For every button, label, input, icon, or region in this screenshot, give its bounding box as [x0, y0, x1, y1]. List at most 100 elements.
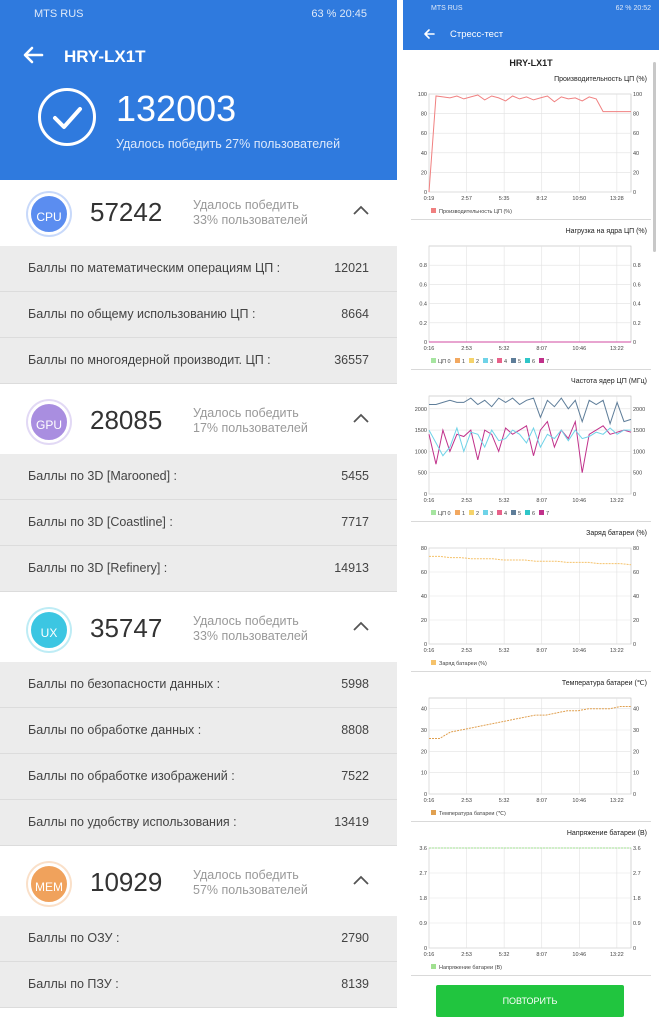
y-tick-label-right: 0: [633, 792, 636, 798]
chart-title: Производительность ЦП (%): [554, 76, 647, 83]
score-row-label: Баллы по удобству использования :: [28, 815, 237, 829]
score-row-value: 7522: [341, 769, 369, 783]
y-tick-label-right: 3.6: [633, 846, 641, 852]
legend-label: 6: [532, 511, 535, 517]
x-tick-label: 5:32: [499, 498, 510, 504]
section-header-gpu[interactable]: GPU 28085 Удалось победить 17% пользователе…: [0, 388, 397, 454]
score-row: Баллы по безопасности данных : 5998: [0, 662, 397, 708]
score-row-value: 5998: [341, 677, 369, 691]
chart-1: Производительность ЦП (%) 0 0 20 20 40 40 60 60 8…: [411, 72, 651, 220]
series-line: [428, 94, 631, 193]
series-line: [429, 397, 632, 426]
score-row-value: 8139: [341, 977, 369, 991]
legend-swatch: [511, 358, 516, 363]
x-tick-label: 8:12: [536, 196, 547, 202]
score-row-value: 14913: [334, 561, 369, 575]
x-tick-label: 2:53: [461, 798, 472, 804]
legend-label: 5: [518, 359, 521, 365]
y-tick-label-right: 80: [633, 112, 639, 118]
y-tick-label: 2000: [415, 407, 427, 413]
score-row-label: Баллы по обработке данных :: [28, 723, 202, 737]
y-tick-label: 0.6: [419, 282, 427, 288]
plot-frame: [428, 395, 632, 495]
y-tick-label: 0: [424, 492, 427, 498]
score-row: Баллы по ОЗУ : 2790: [0, 916, 397, 962]
x-tick-label: 5:32: [499, 952, 510, 958]
carrier-label: MTS RUS: [34, 8, 84, 20]
chart-svg: Производительность ЦП (%) 0 0 20 20 40 40 60 60 8…: [418, 76, 647, 215]
stress-test-title: Стресс-тест: [450, 29, 504, 40]
y-tick-label-right: 0: [633, 340, 636, 346]
y-tick-label-right: 1000: [633, 449, 645, 455]
y-tick-label: 0: [424, 340, 427, 346]
y-tick-label-right: 20: [633, 170, 639, 176]
section-header-mem[interactable]: MEM 10929 Удалось победить 57% пользователе…: [0, 850, 397, 916]
y-tick-label: 0: [424, 792, 427, 798]
legend-label: Температура батареи (℃): [439, 811, 506, 817]
chevron-up-icon[interactable]: [352, 412, 370, 424]
score-row: Баллы по обработке данных : 8808: [0, 708, 397, 754]
x-tick-label: 8:07: [536, 952, 547, 958]
score-row-label: Баллы по 3D [Refinery] :: [28, 561, 168, 575]
chevron-up-icon[interactable]: [352, 620, 370, 632]
x-tick-label: 2:53: [461, 952, 472, 958]
chevron-up-icon[interactable]: [352, 204, 370, 216]
y-tick-label: 0: [424, 946, 427, 952]
y-tick-label: 20: [421, 749, 427, 755]
repeat-button[interactable]: ПОВТОРИТЬ: [436, 985, 624, 1017]
legend-swatch: [431, 964, 436, 969]
back-arrow-icon[interactable]: [423, 28, 435, 40]
legend-label: 3: [490, 511, 493, 517]
chart-6: Напряжение батареи (В) 0 0 0.9 0.9 1.8 1.8 2.7 2…: [411, 826, 651, 976]
score-row: Баллы по математическим операциям ЦП : 12…: [0, 246, 397, 292]
y-tick-label: 1.8: [419, 896, 427, 902]
battery-clock: 62 % 20:52: [615, 5, 651, 12]
y-tick-label: 3.6: [419, 846, 427, 852]
score-row-value: 2790: [341, 931, 369, 945]
chart-title: Напряжение батареи (В): [567, 829, 647, 837]
chart-svg: Заряд батареи (%) 0 0 20 20 40 40 60 60 80 80 0:16 2…: [421, 529, 647, 667]
y-tick-label-right: 0.9: [633, 921, 641, 927]
score-row-label: Баллы по безопасности данных :: [28, 677, 221, 691]
y-tick-label-right: 2.7: [633, 871, 641, 877]
legend-swatch: [525, 358, 530, 363]
y-tick-label: 60: [421, 131, 427, 137]
chevron-up-icon[interactable]: [352, 874, 370, 886]
legend-label: 7: [546, 359, 549, 365]
y-tick-label-right: 0.2: [633, 321, 641, 327]
x-tick-label: 0:16: [424, 648, 435, 654]
legend-label: 1: [462, 359, 465, 365]
score-row: Баллы по многоядерной производит. ЦП : 36…: [0, 338, 397, 384]
section-header-ux[interactable]: UX 35747 Удалось победить 33% пользователей: [0, 596, 397, 662]
y-tick-label-right: 0.6: [633, 282, 641, 288]
section-beat-text: Удалось победить 33% пользователей: [193, 614, 308, 643]
chart-3: Частота ядер ЦП (МГц) 0 0 500 500 1000 1000 150…: [411, 374, 651, 522]
x-tick-label: 13:22: [610, 498, 624, 504]
x-tick-label: 2:53: [461, 346, 472, 352]
section-score: 57242: [90, 197, 163, 227]
stress-header: MTS RUS 62 % 20:52 Стресс-тест: [403, 0, 659, 50]
chart-svg: Нагрузка на ядра ЦП (%) 0 0 0.2 0.2 0.4 0.4 0.6…: [419, 228, 647, 365]
scrollbar[interactable]: [653, 62, 656, 252]
score-row-label: Баллы по обработке изображений :: [28, 769, 235, 783]
legend-swatch: [431, 358, 436, 363]
battery-clock: 63 % 20:45: [311, 8, 367, 20]
score-row-value: 13419: [334, 815, 369, 829]
x-tick-label: 10:50: [572, 196, 586, 202]
plot-frame: [428, 245, 632, 343]
chart-title: Температура батареи (℃): [562, 679, 647, 687]
score-row-label: Баллы по 3D [Coastline] :: [28, 515, 173, 529]
score-row-label: Баллы по общему использованию ЦП :: [28, 307, 256, 321]
legend-label: 4: [504, 359, 507, 365]
back-arrow-icon[interactable]: [22, 44, 44, 66]
legend-swatch: [497, 510, 502, 515]
x-tick-label: 10:46: [572, 498, 586, 504]
y-tick-label: 2.7: [419, 871, 427, 877]
y-tick-label: 40: [421, 594, 427, 600]
y-tick-label: 60: [421, 570, 427, 576]
chart-5: Температура батареи (℃) 0 0 10 10 20 20 30 30 40 4…: [411, 676, 651, 822]
score-row-value: 8664: [341, 307, 369, 321]
section-header-cpu[interactable]: CPU 57242 Удалось победить 33% пользователе…: [0, 180, 397, 246]
y-tick-label: 40: [421, 151, 427, 157]
